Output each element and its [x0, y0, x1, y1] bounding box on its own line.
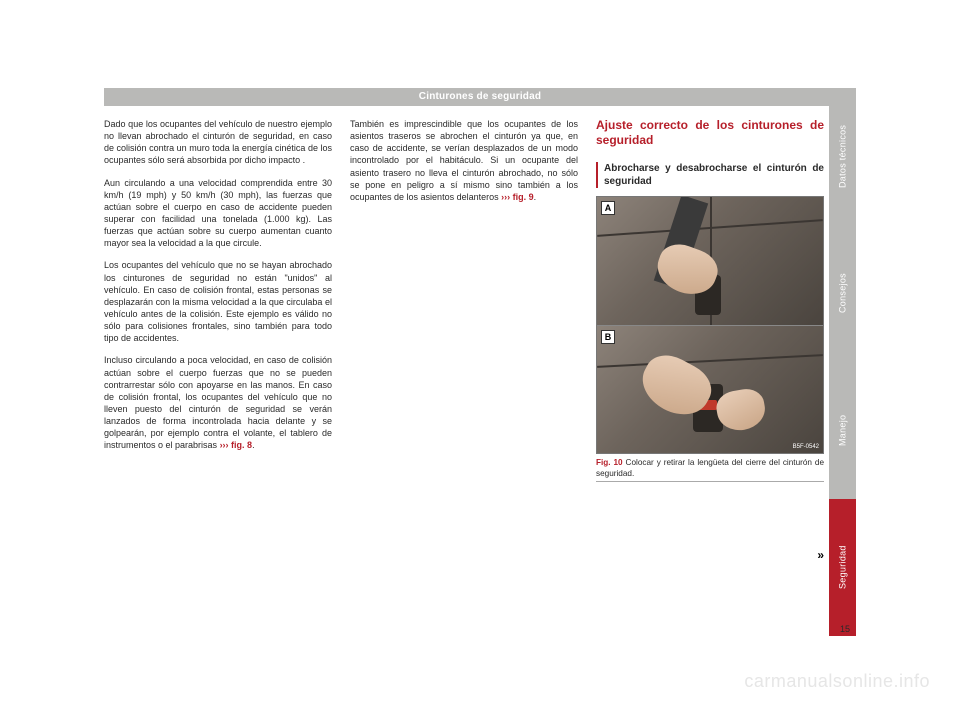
tab-seguridad[interactable]: Seguridad [829, 499, 856, 636]
figure-panel-b: B B5F-0542 [597, 325, 823, 453]
column-2: También es imprescindible que los ocupan… [350, 118, 578, 623]
tab-manejo[interactable]: Manejo [829, 362, 856, 499]
subsection-heading: Abrocharse y desabrocharse el cinturón d… [596, 162, 824, 188]
body-text: . [252, 440, 255, 450]
body-paragraph: También es imprescindible que los ocupan… [350, 118, 578, 203]
panel-label-b: B [601, 330, 615, 344]
body-paragraph: Aun circulando a una velocidad comprendi… [104, 177, 332, 250]
body-paragraph: Los ocupantes del vehículo que no se hay… [104, 259, 332, 344]
page-number: 15 [840, 624, 850, 634]
watermark: carmanualsonline.info [744, 671, 930, 692]
side-tabs: Datos técnicos Consejos Manejo Seguridad [829, 88, 856, 636]
body-text: También es imprescindible que los ocupan… [350, 119, 578, 202]
text-columns: Dado que los ocupantes del vehículo de n… [104, 118, 824, 623]
figure-caption: Fig. 10 Colocar y retirar la lengüeta de… [596, 458, 824, 482]
figure-number: Fig. 10 [596, 458, 623, 467]
tab-datos-tecnicos[interactable]: Datos técnicos [829, 88, 856, 225]
section-heading: Ajuste correcto de los cinturones de seg… [596, 118, 824, 148]
figure-box: A B B5F-0542 [596, 196, 824, 454]
manual-page: Cinturones de seguridad Dado que los ocu… [104, 88, 856, 636]
section-header: Cinturones de seguridad [104, 88, 856, 106]
caption-text: Colocar y retirar la lengüeta del cierre… [596, 458, 824, 478]
body-text: Incluso circulando a poca velocidad, en … [104, 355, 332, 450]
body-paragraph: Dado que los ocupantes del vehículo de n… [104, 118, 332, 167]
continuation-mark: » [817, 547, 824, 563]
body-paragraph: Incluso circulando a poca velocidad, en … [104, 354, 332, 451]
image-code: B5F-0542 [793, 443, 819, 451]
figure-reference: ››› fig. 9 [501, 192, 534, 202]
tab-consejos[interactable]: Consejos [829, 225, 856, 362]
panel-label-a: A [601, 201, 615, 215]
figure-panel-a: A [597, 197, 823, 325]
body-text: . [534, 192, 537, 202]
column-1: Dado que los ocupantes del vehículo de n… [104, 118, 332, 623]
column-3: Ajuste correcto de los cinturones de seg… [596, 118, 824, 623]
figure-reference: ››› fig. 8 [220, 440, 253, 450]
